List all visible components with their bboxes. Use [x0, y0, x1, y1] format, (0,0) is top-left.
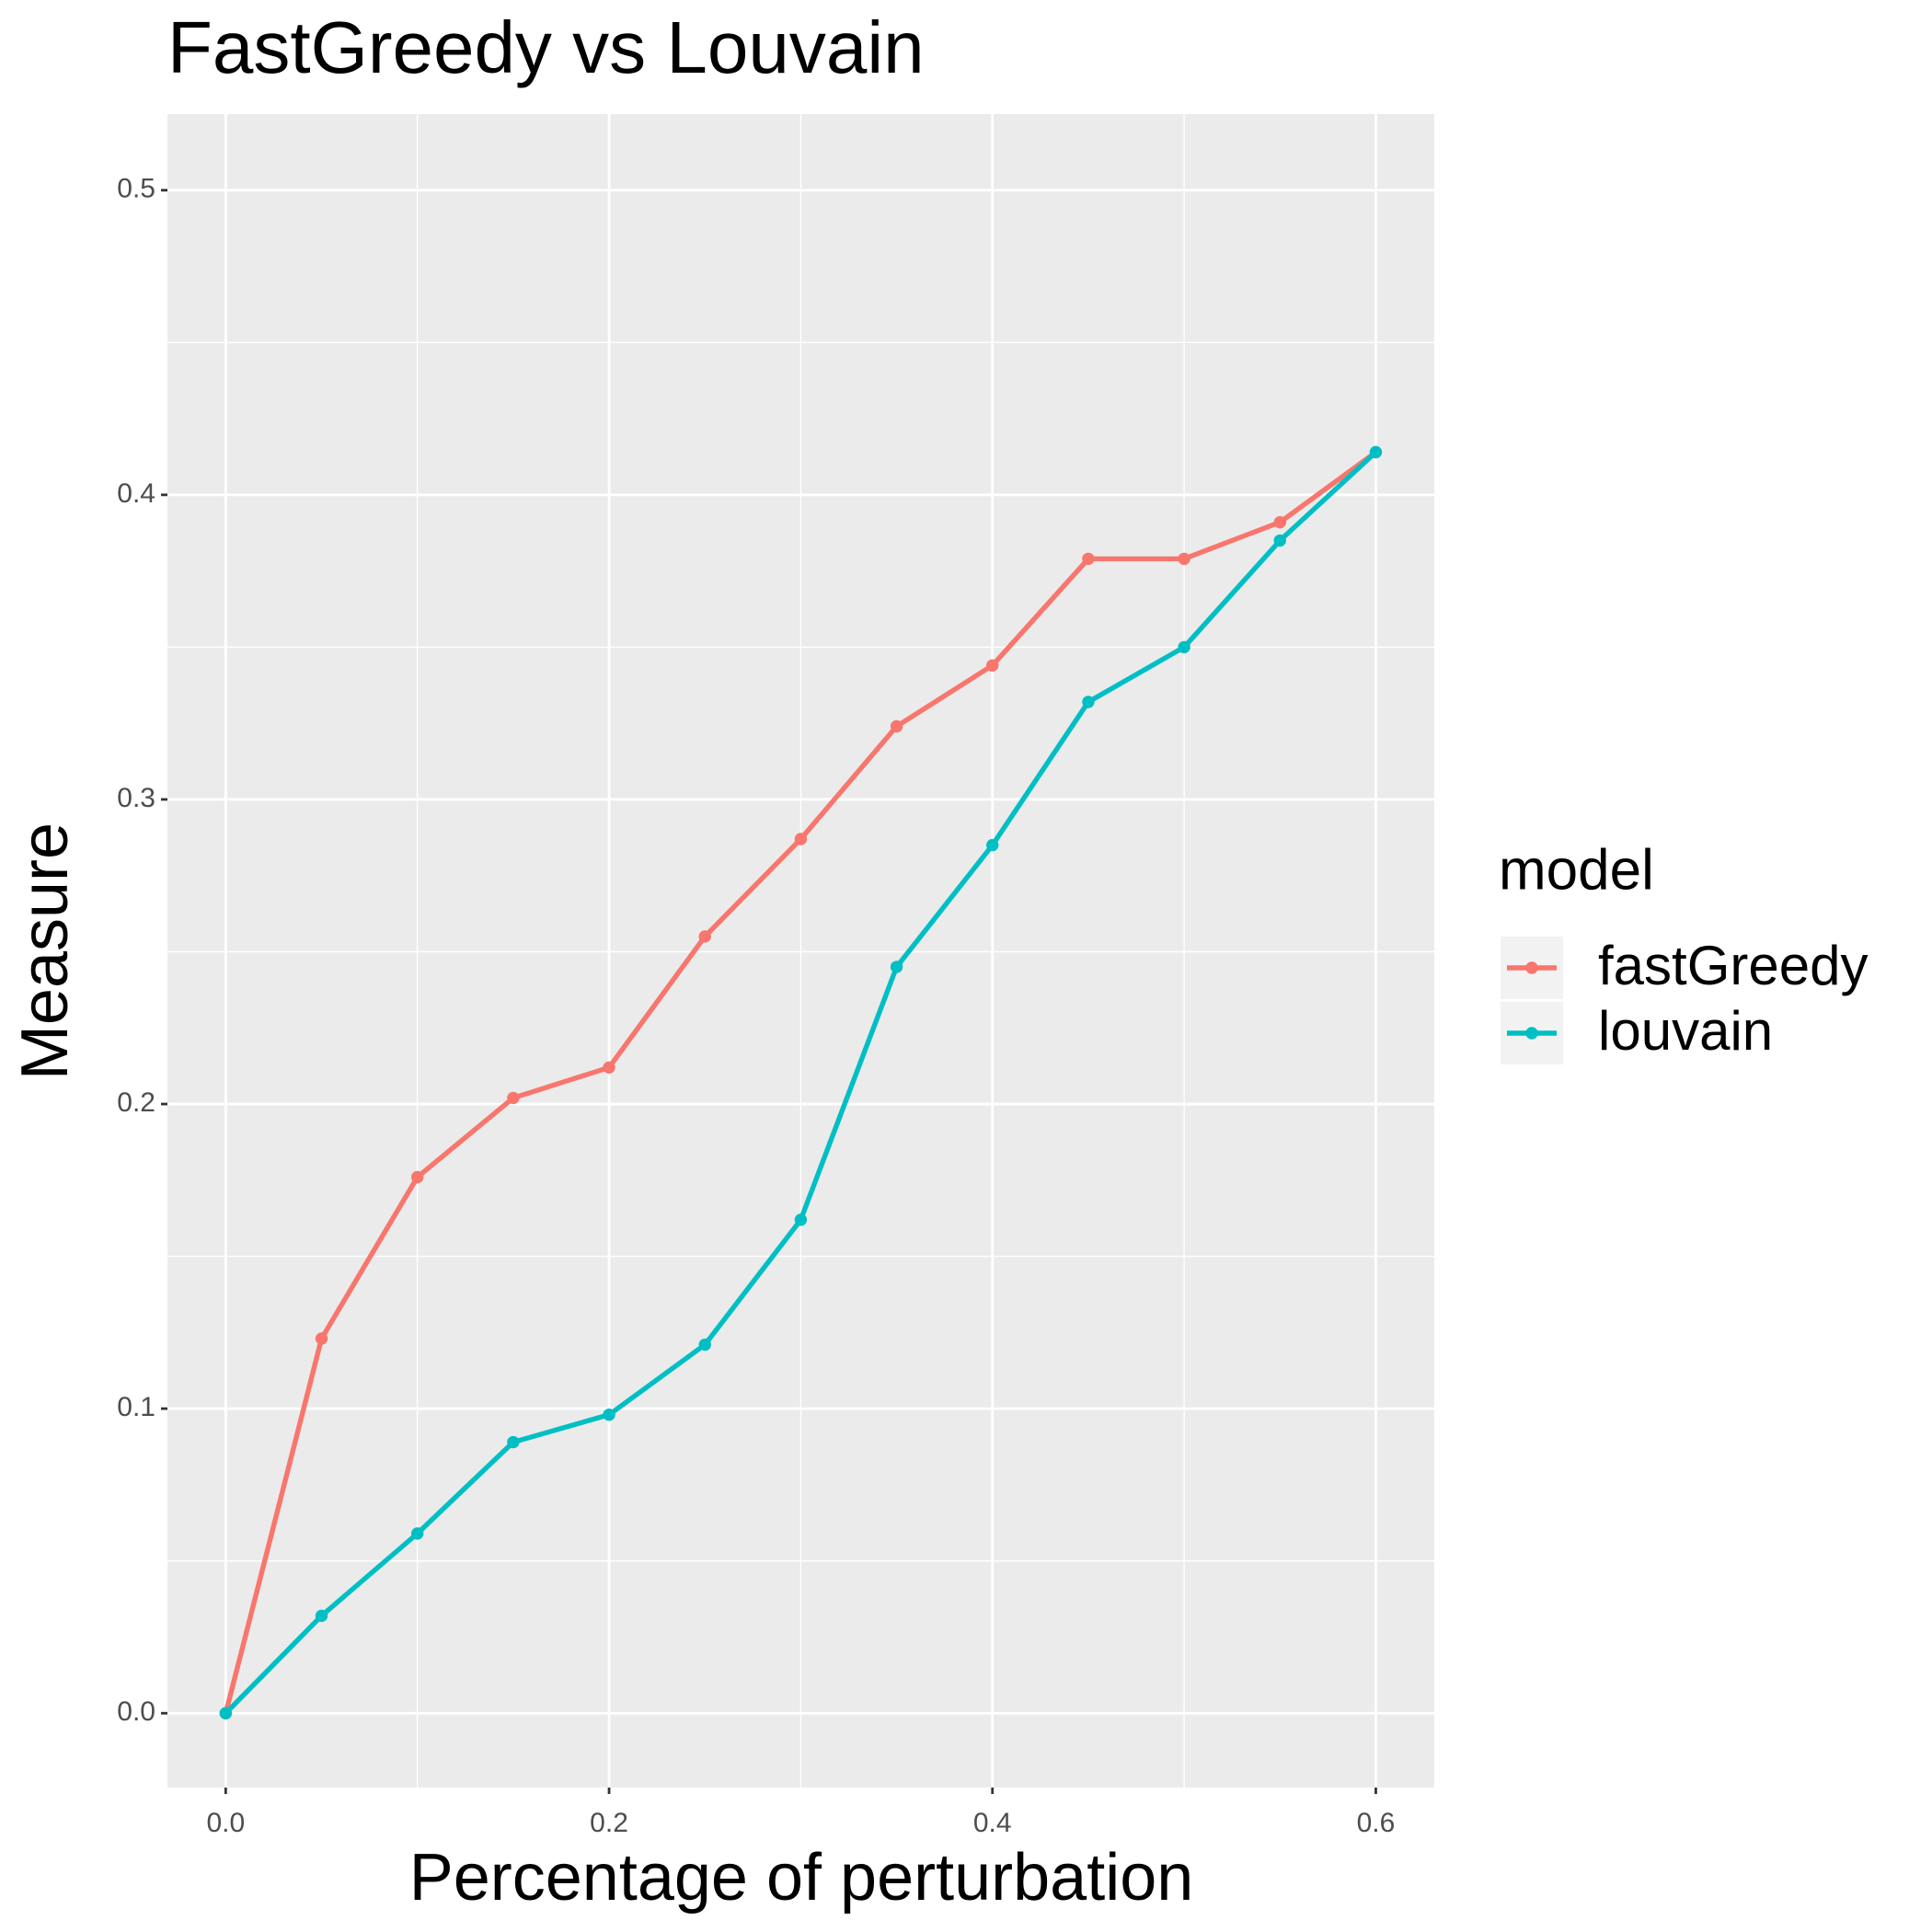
x-axis-title: Percentage of perturbation [409, 1841, 1194, 1915]
y-tick-label: 0.1 [117, 1392, 155, 1422]
legend-point [1525, 961, 1538, 974]
y-tick-label: 0.4 [117, 478, 155, 509]
point [986, 838, 999, 852]
x-tick-label: 0.0 [206, 1808, 245, 1838]
legend-label: fastGreedy [1598, 935, 1868, 996]
point [603, 1061, 615, 1075]
point [315, 1609, 328, 1622]
point [794, 1213, 808, 1226]
y-tick-label: 0.0 [117, 1696, 155, 1727]
y-axis-title: Measure [8, 822, 82, 1080]
point [1273, 515, 1286, 529]
point [410, 1170, 424, 1184]
point [507, 1435, 520, 1449]
point [1082, 552, 1095, 566]
y-tick-label: 0.3 [117, 783, 155, 813]
point [507, 1091, 520, 1105]
point [603, 1409, 615, 1421]
point [890, 960, 903, 973]
point [890, 719, 903, 733]
marks [219, 445, 1383, 1719]
legend-title: model [1499, 838, 1654, 902]
point [1178, 640, 1190, 654]
y-tick-label: 0.5 [117, 174, 155, 204]
point [1178, 552, 1190, 566]
point [1273, 534, 1286, 547]
x-tick-label: 0.4 [973, 1808, 1012, 1838]
point [1082, 696, 1095, 708]
chart-title: FastGreedy vs Louvain [167, 6, 925, 88]
point [315, 1332, 328, 1345]
y-tick-label: 0.2 [117, 1087, 155, 1118]
legend-label: louvain [1598, 1000, 1773, 1062]
x-tick-label: 0.2 [590, 1808, 628, 1838]
x-tick-label: 0.6 [1357, 1808, 1396, 1838]
legend-point [1525, 1027, 1538, 1040]
point [794, 833, 808, 845]
point [698, 1338, 711, 1351]
point [986, 659, 999, 672]
grid: 0.0 0.1 0.2 0.3 0.4 0.5 0.0 0.2 0.4 0.6 [117, 114, 1434, 1838]
point [219, 1707, 233, 1719]
point [410, 1527, 424, 1540]
point [698, 930, 711, 943]
point [1369, 445, 1383, 459]
